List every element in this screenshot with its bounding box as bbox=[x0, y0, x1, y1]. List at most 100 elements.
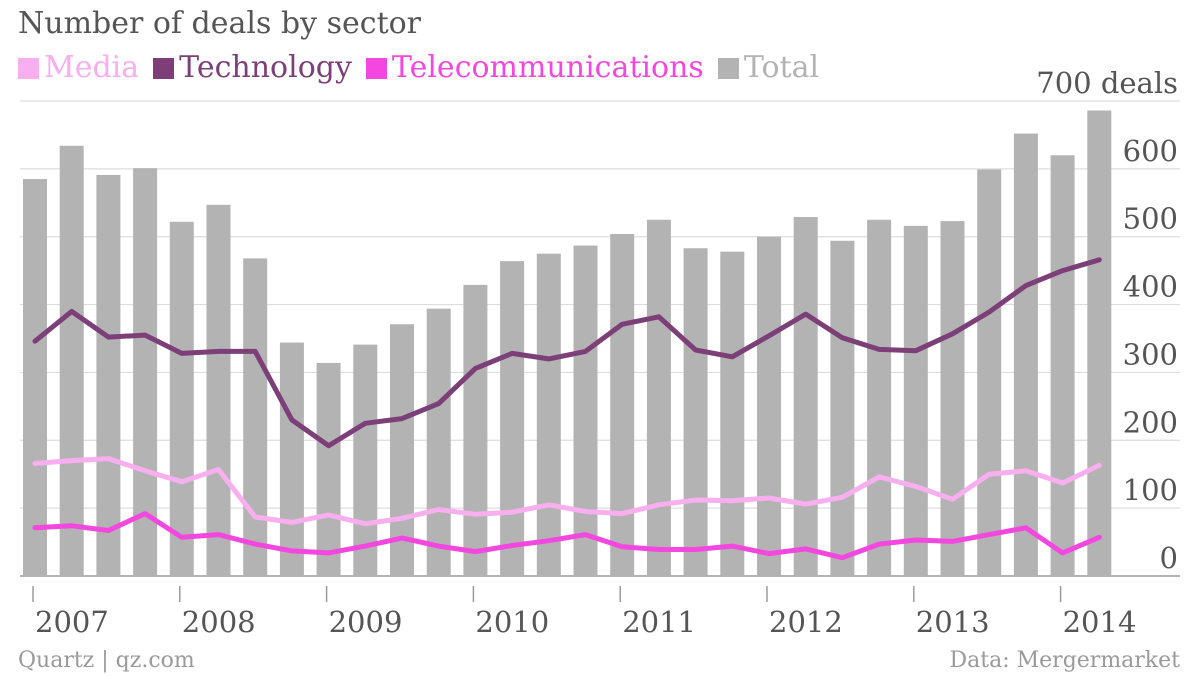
bar-total-2 bbox=[96, 174, 121, 576]
point-technology-28 bbox=[1060, 268, 1065, 273]
point-media-29 bbox=[1097, 463, 1102, 468]
bar-total-22 bbox=[830, 240, 855, 577]
line-layer bbox=[32, 257, 1102, 561]
legend-item-telecommunications: Telecommunications bbox=[365, 48, 704, 88]
point-telecommunications-10 bbox=[399, 535, 405, 541]
y-tick-label-200: 200 bbox=[1123, 405, 1178, 439]
bar-total-5 bbox=[206, 204, 231, 577]
point-technology-22 bbox=[840, 335, 845, 341]
point-telecommunications-1 bbox=[69, 523, 74, 528]
point-technology-2 bbox=[106, 334, 111, 340]
point-media-17 bbox=[656, 502, 662, 507]
legend-label-total: Total bbox=[743, 50, 820, 85]
bar-total-15 bbox=[573, 245, 598, 577]
y-tick-label-100: 100 bbox=[1123, 473, 1178, 507]
bar-total-11 bbox=[426, 308, 451, 576]
point-telecommunications-11 bbox=[436, 543, 441, 549]
y-tick-label-600: 600 bbox=[1123, 134, 1178, 168]
bar-total-25 bbox=[940, 221, 965, 576]
x-tick-label-2008: 2008 bbox=[182, 605, 256, 639]
point-telecommunications-4 bbox=[179, 535, 184, 540]
point-media-23 bbox=[876, 474, 882, 480]
bar-total-27 bbox=[1013, 133, 1038, 577]
y-axis-unit-label: 700 deals bbox=[1036, 66, 1178, 100]
bar-total-21 bbox=[793, 217, 818, 577]
y-tick-label-400: 400 bbox=[1123, 270, 1178, 304]
bar-total-0 bbox=[23, 179, 47, 577]
point-media-8 bbox=[326, 512, 331, 518]
point-media-24 bbox=[913, 484, 918, 489]
point-media-5 bbox=[216, 467, 221, 472]
point-technology-21 bbox=[803, 311, 808, 317]
point-telecommunications-6 bbox=[253, 541, 258, 547]
legend-swatch-total bbox=[717, 57, 739, 79]
point-media-13 bbox=[509, 510, 515, 515]
point-technology-14 bbox=[546, 356, 551, 362]
point-media-6 bbox=[253, 514, 258, 520]
point-technology-23 bbox=[876, 347, 882, 352]
point-technology-19 bbox=[730, 354, 735, 360]
line-technology bbox=[32, 257, 1102, 449]
bar-total-12 bbox=[463, 284, 488, 576]
bar-total-1 bbox=[59, 145, 84, 577]
point-media-18 bbox=[693, 497, 698, 503]
x-tick-label-2010: 2010 bbox=[475, 605, 549, 639]
point-telecommunications-14 bbox=[546, 538, 551, 543]
point-technology-5 bbox=[216, 349, 221, 354]
point-technology-24 bbox=[913, 348, 918, 353]
point-technology-10 bbox=[399, 416, 405, 421]
bar-total-28 bbox=[1050, 155, 1075, 577]
point-telecommunications-5 bbox=[216, 532, 221, 537]
bar-total-26 bbox=[977, 169, 1002, 577]
point-technology-3 bbox=[142, 332, 148, 338]
point-telecommunications-25 bbox=[950, 539, 955, 544]
x-tick-label-2011: 2011 bbox=[622, 605, 696, 639]
point-media-28 bbox=[1060, 480, 1065, 486]
bar-total-18 bbox=[683, 248, 708, 576]
point-telecommunications-19 bbox=[730, 543, 735, 549]
legend-swatch-telecommunications bbox=[365, 57, 387, 79]
source-credit: Quartz | qz.com bbox=[18, 648, 195, 673]
legend: Media Technology Telecommunications Tota… bbox=[18, 48, 819, 88]
point-technology-0 bbox=[32, 339, 38, 344]
point-media-12 bbox=[473, 512, 478, 517]
bar-total-17 bbox=[646, 219, 671, 576]
x-tick-label-2009: 2009 bbox=[329, 605, 403, 639]
point-telecommunications-29 bbox=[1097, 535, 1102, 540]
y-tick-label-500: 500 bbox=[1123, 202, 1178, 236]
point-media-21 bbox=[803, 501, 808, 507]
bar-total-20 bbox=[757, 236, 781, 576]
point-telecommunications-26 bbox=[987, 532, 992, 537]
point-technology-29 bbox=[1097, 257, 1102, 262]
point-technology-17 bbox=[656, 314, 662, 319]
x-tick-label-2014: 2014 bbox=[1063, 605, 1137, 639]
bar-total-29 bbox=[1087, 110, 1112, 576]
point-technology-1 bbox=[69, 309, 74, 314]
point-technology-27 bbox=[1023, 283, 1029, 288]
point-technology-20 bbox=[766, 333, 772, 338]
bar-total-16 bbox=[610, 234, 635, 576]
point-media-20 bbox=[766, 495, 772, 501]
point-telecommunications-0 bbox=[32, 525, 38, 531]
legend-label-telecommunications: Telecommunications bbox=[391, 50, 704, 85]
point-technology-18 bbox=[693, 347, 698, 353]
point-technology-9 bbox=[363, 421, 368, 426]
bar-total-3 bbox=[133, 168, 158, 576]
point-media-4 bbox=[179, 479, 184, 484]
point-media-0 bbox=[32, 461, 38, 466]
point-telecommunications-21 bbox=[803, 546, 808, 552]
point-technology-16 bbox=[620, 322, 625, 327]
point-media-22 bbox=[840, 495, 845, 500]
y-tick-label-0: 0 bbox=[1160, 541, 1178, 575]
point-telecommunications-16 bbox=[620, 544, 625, 550]
line-telecommunications bbox=[32, 511, 1102, 561]
point-media-9 bbox=[363, 521, 368, 526]
x-tick-label-2012: 2012 bbox=[769, 605, 843, 639]
point-technology-13 bbox=[509, 351, 515, 356]
point-media-15 bbox=[583, 509, 588, 514]
point-media-3 bbox=[142, 468, 148, 474]
point-telecommunications-13 bbox=[509, 543, 515, 548]
x-tick-label-2007: 2007 bbox=[35, 605, 109, 639]
x-tick-label-2013: 2013 bbox=[916, 605, 990, 639]
